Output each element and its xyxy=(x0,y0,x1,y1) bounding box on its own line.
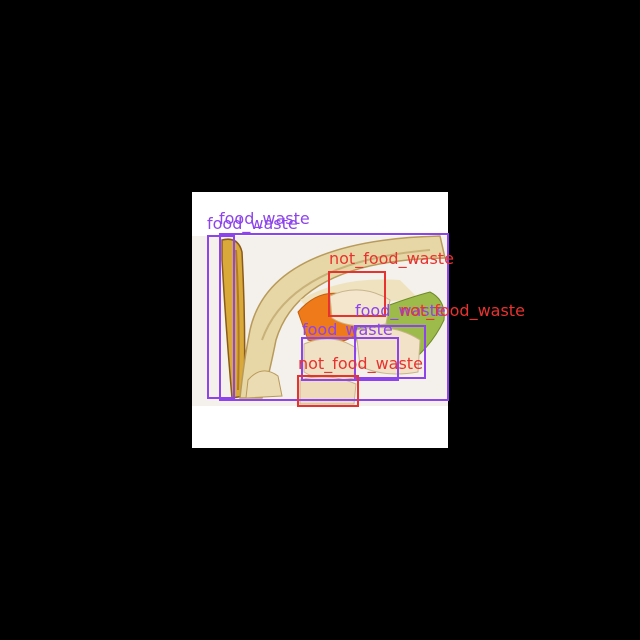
detection-box-2: food_waste xyxy=(219,209,449,401)
detection-box-3: not_food_waste xyxy=(328,249,454,317)
detection-box-5: food_waste xyxy=(301,320,399,381)
detection-label-overlap: not_food_waste xyxy=(400,301,525,321)
detection-label-1: food_waste xyxy=(207,214,298,234)
detection-label-5: food_waste xyxy=(302,320,393,340)
detection-label-3: not_food_waste xyxy=(329,249,454,269)
detection-label-6: not_food_waste xyxy=(298,354,423,374)
detection-box-6: not_food_waste xyxy=(297,354,423,407)
detection-label-2: food_waste xyxy=(219,209,310,229)
detection-box-4: food_waste xyxy=(354,301,446,379)
detection-label-4: food_waste xyxy=(355,301,446,321)
